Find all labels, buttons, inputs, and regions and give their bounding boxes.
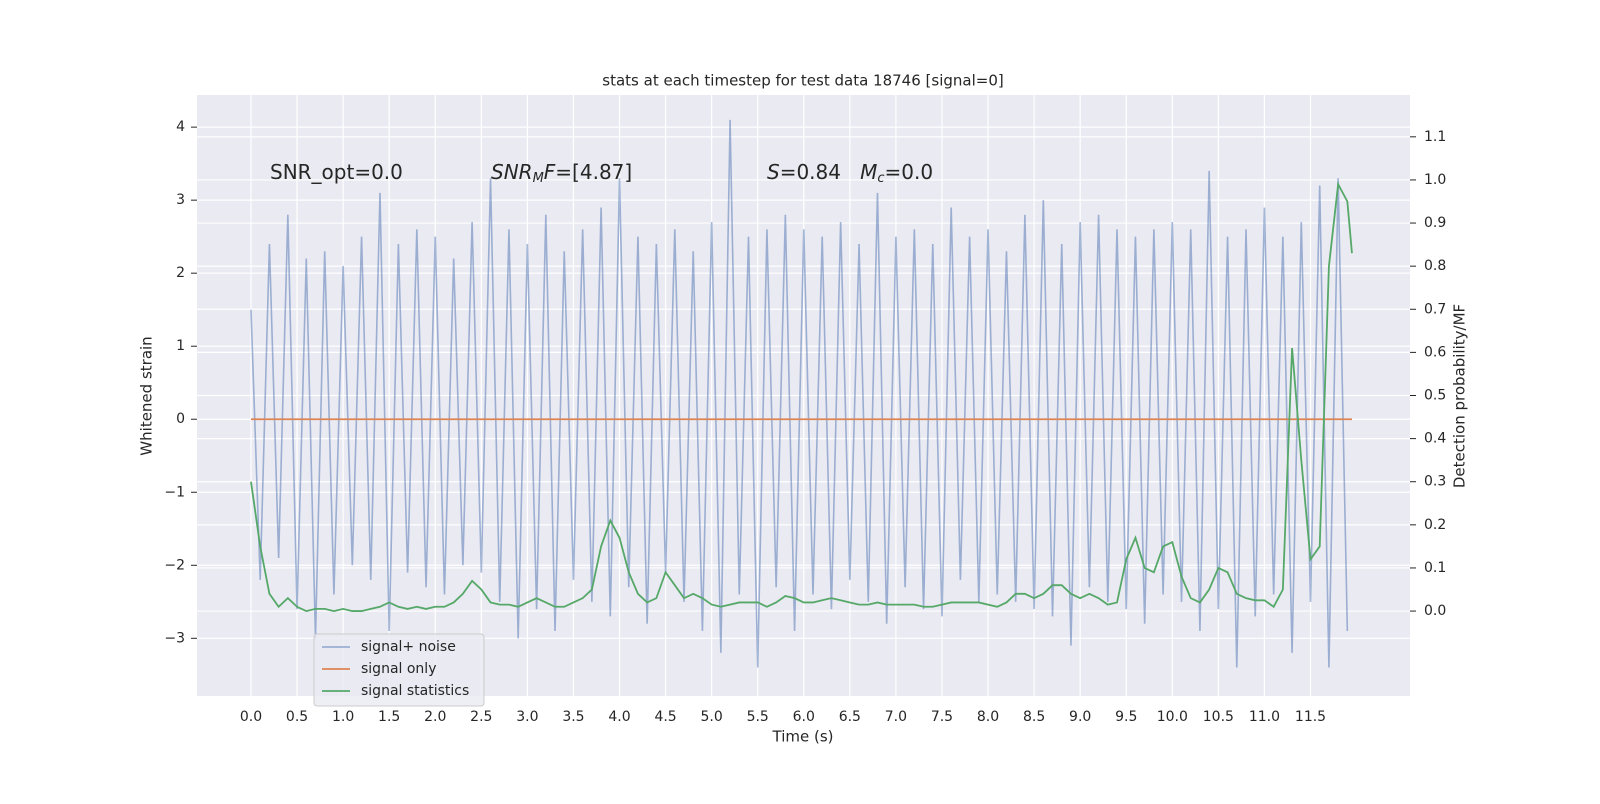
- y2-tick-label: 0.9: [1424, 215, 1446, 231]
- x-tick-label: 6.5: [839, 709, 861, 725]
- annotation: SNR_opt=0.0: [270, 160, 403, 184]
- x-tick-label: 2.0: [424, 709, 446, 725]
- y-tick-label: −3: [164, 630, 185, 646]
- x-tick-label: 11.0: [1249, 709, 1280, 725]
- x-tick-label: 3.5: [562, 709, 584, 725]
- x-tick-label: 7.0: [885, 709, 907, 725]
- y-tick-label: 3: [176, 192, 185, 208]
- annotation-part: F: [544, 160, 556, 184]
- series-line: [250, 181, 1353, 613]
- x-tick-label: 5.0: [701, 709, 723, 725]
- x-tick-label: 0.5: [286, 709, 308, 725]
- y-tick-label: −2: [164, 557, 185, 573]
- y2-tick-label: 1.1: [1424, 129, 1446, 145]
- annotation-part: M: [860, 160, 877, 184]
- y2-tick-label: 0.4: [1424, 431, 1446, 447]
- x-tick-label: 2.5: [470, 709, 492, 725]
- y2-tick-label: 1.0: [1424, 172, 1446, 188]
- x-tick-label: 11.5: [1295, 709, 1326, 725]
- annotation: S=0.84 Mc=0.0: [767, 160, 933, 186]
- y2-tick-label: 0.3: [1424, 474, 1446, 490]
- chart-title: stats at each timestep for test data 187…: [602, 72, 1003, 90]
- x-tick-label: 1.5: [378, 709, 400, 725]
- x-tick-label: 6.0: [793, 709, 815, 725]
- x-tick-label: 10.5: [1203, 709, 1234, 725]
- y2-tick-label: 0.8: [1424, 258, 1446, 274]
- y-tick-label: 0: [176, 411, 185, 427]
- x-tick-label: 0.0: [240, 709, 262, 725]
- annotation-part: SNR_opt=0.0: [270, 160, 403, 184]
- legend-box: [313, 633, 485, 707]
- y-tick-label: 1: [176, 338, 185, 354]
- legend-label: signal only: [361, 661, 436, 677]
- y2-tick-label: 0.5: [1424, 388, 1446, 404]
- x-tick-label: 3.0: [516, 709, 538, 725]
- x-tick-label: 8.0: [977, 709, 999, 725]
- annotation-part: =[4.87]: [555, 160, 632, 184]
- annotation-part: =0.84: [780, 160, 860, 184]
- annotation-part: =0.0: [885, 160, 934, 184]
- y-tick-label: 2: [176, 265, 185, 281]
- legend-label: signal statistics: [361, 683, 469, 699]
- series-line: [250, 119, 1349, 668]
- x-tick-label: 4.5: [654, 709, 676, 725]
- annotation: SNRMF=[4.87]: [491, 160, 632, 186]
- y-tick-label: 4: [176, 119, 185, 135]
- y2-tick-label: 0.0: [1424, 603, 1446, 619]
- annotation-part: c: [877, 171, 884, 186]
- x-tick-label: 10.0: [1157, 709, 1188, 725]
- labels: 0.0 0.5 1.0 1.5 2.0 2.5 3.0 3.5 4.0 4.5 5.0 5.5 6.0 6…: [164, 119, 1446, 725]
- x-tick-label: 1.0: [332, 709, 354, 725]
- x-tick-label: 9.0: [1069, 709, 1091, 725]
- annotation-part: M: [533, 171, 544, 186]
- marks: [250, 119, 1353, 668]
- y-axis-label: Whitened strain: [138, 336, 156, 455]
- y2-tick-label: 0.6: [1424, 344, 1446, 360]
- x-axis-label: Time (s): [772, 728, 834, 746]
- x-tick-label: 4.0: [608, 709, 630, 725]
- y2-tick-label: 0.7: [1424, 301, 1446, 317]
- x-tick-label: 5.5: [747, 709, 769, 725]
- x-tick-label: 9.5: [1115, 709, 1137, 725]
- x-tick-label: 7.5: [931, 709, 953, 725]
- y2-tick-label: 0.1: [1424, 560, 1446, 576]
- y-tick-label: −1: [164, 484, 185, 500]
- y2-axis-label: Detection probability/MF: [1451, 304, 1469, 488]
- annotation-part: SNR: [491, 160, 533, 184]
- legend-label: signal+ noise: [361, 639, 456, 655]
- y2-tick-label: 0.2: [1424, 517, 1446, 533]
- x-tick-label: 8.5: [1023, 709, 1045, 725]
- annotation-part: S: [767, 160, 780, 184]
